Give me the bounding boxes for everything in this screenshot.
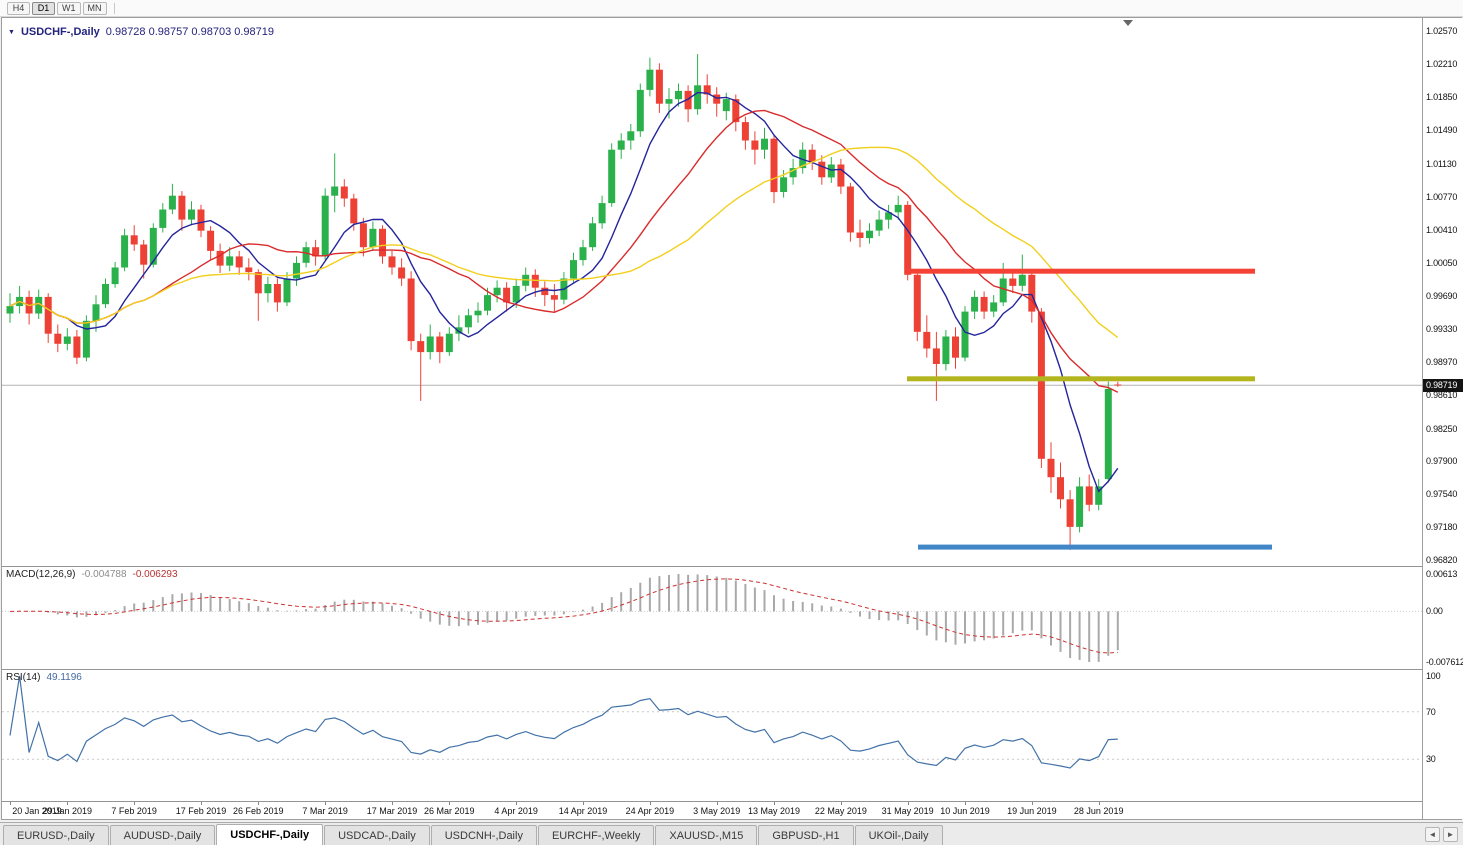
date-label: 19 Jun 2019 [1007, 806, 1057, 816]
chart-shift-marker[interactable] [1123, 20, 1133, 26]
timeframe-button-h4[interactable]: H4 [7, 1, 30, 15]
candles [6, 54, 1122, 550]
price-tick: 0.98970 [1426, 357, 1458, 368]
chart-tab-usdchf-daily[interactable]: USDCHF-,Daily [216, 824, 324, 845]
date-label: 28 Jun 2019 [1073, 806, 1124, 816]
chart-tab-xauusd-m15[interactable]: XAUUSD-,M15 [655, 825, 758, 845]
price-tick: 1.00410 [1426, 224, 1458, 235]
date-label: 7 Mar 2019 [302, 806, 348, 816]
rsi-tick: 30 [1426, 754, 1436, 765]
ma-line-16 [9, 109, 1119, 393]
macd-tick: 0.00613 [1426, 569, 1458, 579]
price-tick: 0.97180 [1426, 521, 1458, 532]
macd-histogram [18, 574, 1119, 662]
date-label: 14 Apr 2019 [558, 806, 608, 816]
price-tick: 1.02570 [1426, 26, 1458, 37]
tab-scroll-right-button[interactable]: ► [1443, 826, 1458, 842]
date-label: 26 Mar 2019 [424, 806, 475, 816]
resistance-line[interactable] [907, 268, 1255, 274]
macd-tick: -0.007612 [1426, 657, 1463, 667]
timeframe-button-w1[interactable]: W1 [57, 1, 81, 15]
chart-tab-gbpusd-h1[interactable]: GBPUSD-,H1 [758, 825, 854, 845]
chart-tab-audusd-daily[interactable]: AUDUSD-,Daily [109, 825, 216, 845]
chart-tab-usdcnh-daily[interactable]: USDCNH-,Daily [430, 825, 537, 845]
date-label: 10 Jun 2019 [940, 806, 990, 816]
price-tick: 1.01850 [1426, 92, 1458, 103]
rsi-tick: 100 [1426, 671, 1441, 681]
chart-symbol: USDCHF-,Daily [20, 26, 100, 38]
rsi-line [9, 675, 1118, 769]
tab-scrollers: ◄ ► [1425, 823, 1463, 845]
support-line[interactable] [918, 544, 1272, 550]
tab-scroll-left-button[interactable]: ◄ [1425, 826, 1440, 842]
macd-signal-line [9, 578, 1118, 654]
date-label: 7 Feb 2019 [111, 806, 157, 816]
chart-menu-arrow-icon[interactable]: ▼ [8, 28, 15, 36]
date-label: 4 Apr 2019 [494, 806, 538, 816]
chart-tab-usdcad-daily[interactable]: USDCAD-,Daily [324, 825, 430, 845]
macd-canvas[interactable] [2, 567, 1422, 669]
price-tick: 1.00770 [1426, 191, 1458, 202]
rsi-tick: 70 [1426, 706, 1436, 717]
rsi-canvas[interactable] [2, 670, 1422, 801]
price-tick: 1.00050 [1426, 257, 1458, 268]
macd-label: MACD(12,26,9) [6, 569, 76, 580]
price-tick: 1.02210 [1426, 59, 1458, 70]
macd-title: MACD(12,26,9) -0.004788 -0.006293 [6, 569, 178, 580]
chart-tabbar: EURUSD-,Daily AUDUSD-,Daily USDCHF-,Daily U… [0, 822, 1463, 845]
macd-value-signal: -0.006293 [132, 569, 178, 580]
chart-tab-ukoil-daily[interactable]: UKOil-,Daily [854, 825, 943, 845]
chart-window: ▼ USDCHF-,Daily 0.98728 0.98757 0.98703 … [1, 17, 1463, 820]
date-label: 26 Feb 2019 [233, 806, 284, 816]
date-label: 3 May 2019 [693, 806, 741, 816]
macd-pane: MACD(12,26,9) -0.004788 -0.006293 [2, 566, 1422, 669]
price-axis[interactable]: 0.98719 1.02570 1.02210 1.01850 1.01490 1.01… [1422, 18, 1463, 819]
ma-line-30 [9, 146, 1119, 339]
price-chart-canvas[interactable] [2, 18, 1422, 566]
current-price-badge: 0.98719 [1423, 378, 1463, 392]
date-label: 17 Mar 2019 [366, 806, 418, 816]
price-tick: 0.98250 [1426, 423, 1458, 434]
date-label: 20 Jan 2019 [12, 806, 62, 816]
timeframe-toolbar: H4 D1 W1 MN [0, 0, 1463, 17]
toolbar-separator [113, 2, 115, 14]
chart-title: ▼ USDCHF-,Daily 0.98728 0.98757 0.98703 … [8, 26, 274, 38]
rsi-pane: RSI(14) 49.1196 [2, 669, 1422, 801]
date-axis[interactable]: 20 Jan 2019 29 Jan 2019 7 Feb 2019 17 Feb 2… [2, 801, 1422, 819]
date-label: 13 May 2019 [747, 806, 801, 816]
timeframe-button-d1[interactable]: D1 [32, 1, 55, 15]
chart-tabs: EURUSD-,Daily AUDUSD-,Daily USDCHF-,Daily U… [3, 824, 944, 845]
price-tick: 1.01130 [1426, 158, 1457, 169]
date-label: 29 Jan 2019 [42, 806, 93, 816]
breakout-level-line[interactable] [907, 376, 1255, 382]
chart-tab-eurchf-weekly[interactable]: EURCHF-,Weekly [537, 825, 655, 845]
price-tick: 0.98610 [1426, 390, 1458, 401]
main-price-pane: ▼ USDCHF-,Daily 0.98728 0.98757 0.98703 … [2, 18, 1422, 566]
chart-tab-eurusd-daily[interactable]: EURUSD-,Daily [3, 825, 109, 845]
rsi-label: RSI(14) [6, 672, 41, 683]
date-label: 24 Apr 2019 [625, 806, 675, 816]
price-tick: 0.99690 [1426, 291, 1458, 301]
price-tick: 0.97900 [1426, 455, 1458, 466]
date-label: 17 Feb 2019 [175, 806, 227, 816]
date-label: 31 May 2019 [881, 806, 934, 816]
timeframe-buttons: H4 D1 W1 MN [7, 1, 107, 15]
price-tick: 1.01490 [1426, 125, 1458, 136]
price-tick: 0.96820 [1426, 555, 1458, 565]
rsi-value: 49.1196 [46, 672, 82, 683]
chart-ohlc-values: 0.98728 0.98757 0.98703 0.98719 [105, 26, 274, 38]
price-tick: 0.97540 [1426, 488, 1458, 499]
price-tick: 0.99330 [1426, 324, 1458, 335]
date-label: 22 May 2019 [814, 806, 867, 816]
macd-tick: 0.00 [1426, 606, 1443, 617]
timeframe-button-mn[interactable]: MN [82, 1, 107, 15]
rsi-title: RSI(14) 49.1196 [6, 672, 82, 683]
macd-value-main: -0.004788 [81, 569, 127, 580]
